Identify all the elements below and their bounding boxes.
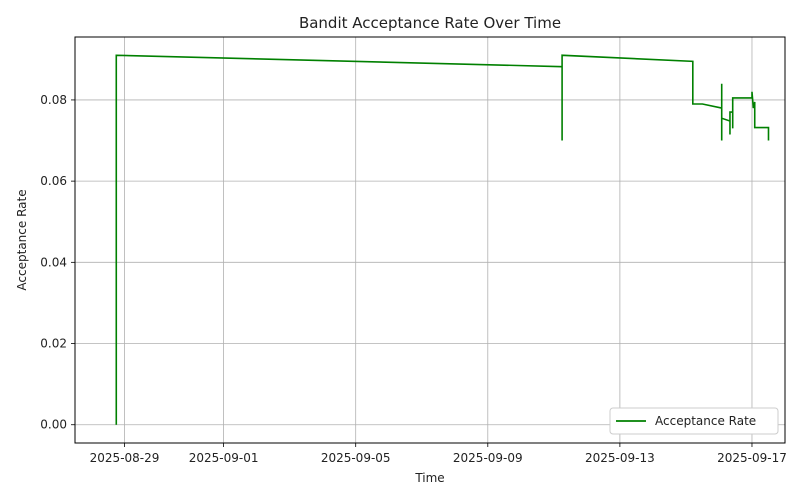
chart-title: Bandit Acceptance Rate Over Time xyxy=(299,14,561,32)
x-tick-label: 2025-09-13 xyxy=(585,451,655,465)
x-axis: 2025-08-29 2025-09-01 2025-09-05 2025-09-09… xyxy=(90,443,787,465)
y-axis-label: Acceptance Rate xyxy=(15,189,29,290)
x-tick-label: 2025-09-09 xyxy=(453,451,523,465)
legend-label: Acceptance Rate xyxy=(655,414,756,428)
legend-box xyxy=(609,407,779,435)
y-axis: 0.00 0.02 0.04 0.06 0.08 xyxy=(40,93,75,432)
acceptance-rate-line xyxy=(115,54,770,425)
x-tick-label: 2025-09-17 xyxy=(717,451,787,465)
axes-frame xyxy=(74,36,786,444)
x-tick-label: 2025-08-29 xyxy=(90,451,160,465)
legend: Acceptance Rate xyxy=(609,407,779,435)
y-tick-label: 0.04 xyxy=(40,255,67,269)
y-tick-label: 0.08 xyxy=(40,93,67,107)
y-tick-label: 0.00 xyxy=(40,418,67,432)
y-tick-label: 0.06 xyxy=(40,174,67,188)
x-tick-label: 2025-09-01 xyxy=(189,451,259,465)
x-tick-label: 2025-09-05 xyxy=(321,451,391,465)
y-tick-label: 0.02 xyxy=(40,337,67,351)
x-axis-label: Time xyxy=(414,471,444,485)
series-layer xyxy=(115,54,770,425)
